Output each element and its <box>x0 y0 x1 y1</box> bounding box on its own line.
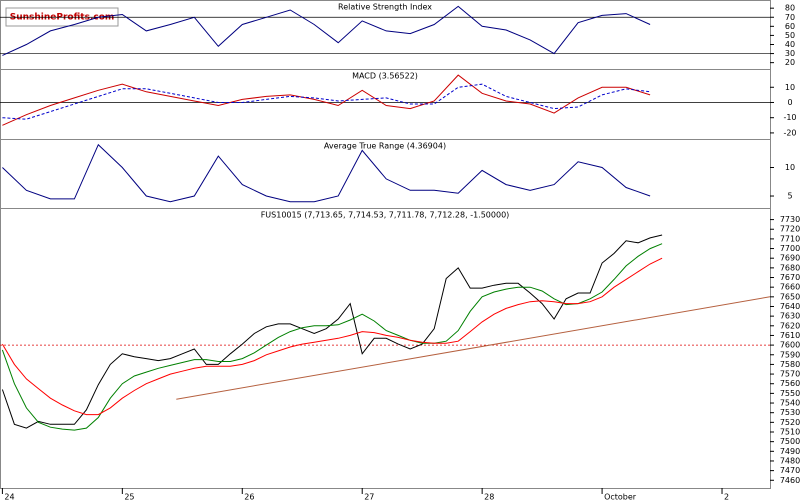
y-tick-label: 50 <box>785 31 795 40</box>
x-tick-label: 25 <box>124 493 134 502</box>
series-line <box>1 257 663 416</box>
y-tick-label: 7510 <box>780 428 800 437</box>
series-line <box>1 243 663 431</box>
x-tick-label: 24 <box>4 493 14 502</box>
y-tick-label: 0 <box>787 98 792 107</box>
series-line <box>1 234 663 429</box>
series-line <box>2 5 651 56</box>
y-tick-label: 7570 <box>780 370 800 379</box>
y-tick-label: 70 <box>785 13 795 22</box>
y-tick-label: 7650 <box>780 292 800 301</box>
y-tick-label: 7670 <box>780 273 800 282</box>
y-tick-label: 7520 <box>780 418 800 427</box>
y-tick-label: 5 <box>787 192 792 201</box>
x-tick-label: 26 <box>244 493 254 502</box>
y-tick-label: -10 <box>783 113 796 122</box>
y-tick-label: 7490 <box>780 447 800 456</box>
y-tick-label: 40 <box>785 40 795 49</box>
y-tick-label: 7500 <box>780 437 800 446</box>
trendline <box>176 296 771 400</box>
panel-frame <box>0 208 771 489</box>
y-tick-label: 7730 <box>780 215 800 224</box>
y-tick-label: 7530 <box>780 408 800 417</box>
y-tick-label: 7470 <box>780 466 800 475</box>
x-tick-label: 2 <box>724 493 729 502</box>
y-tick-label: 60 <box>785 22 795 31</box>
y-tick-label: 7660 <box>780 283 800 292</box>
y-tick-label: 7710 <box>780 234 800 243</box>
y-tick-label: 7690 <box>780 254 800 263</box>
y-tick-label: 7630 <box>780 312 800 321</box>
y-tick-label: 7480 <box>780 456 800 465</box>
y-tick-label: 7640 <box>780 302 800 311</box>
y-tick-label: 80 <box>785 4 795 13</box>
x-tick-label: October <box>604 493 637 502</box>
y-tick-label: 7540 <box>780 399 800 408</box>
y-tick-label: 7610 <box>780 331 800 340</box>
y-tick-label: 7560 <box>780 379 800 388</box>
series-line <box>2 143 651 203</box>
y-tick-label: 7680 <box>780 263 800 272</box>
x-tick-label: 27 <box>364 493 374 502</box>
series-line <box>2 74 651 126</box>
y-tick-label: 7580 <box>780 360 800 369</box>
x-tick-label: 28 <box>484 493 494 502</box>
series-line <box>2 83 651 120</box>
y-tick-label: 7550 <box>780 389 800 398</box>
y-tick-label: 7460 <box>780 476 800 485</box>
y-tick-label: 20 <box>785 58 795 67</box>
y-tick-label: 7590 <box>780 350 800 359</box>
panel-title: Average True Range (4.36904) <box>324 142 446 151</box>
y-tick-label: 10 <box>785 83 795 92</box>
y-tick-label: 7720 <box>780 225 800 234</box>
panel-title: Relative Strength Index <box>338 3 432 12</box>
y-tick-label: 7620 <box>780 321 800 330</box>
panel-title: MACD (3.56522) <box>352 72 418 81</box>
y-tick-label: 7600 <box>780 341 800 350</box>
panel-title: FUS10015 (7,713.65, 7,714.53, 7,711.78, … <box>261 211 510 220</box>
y-tick-label: 10 <box>785 163 795 172</box>
y-tick-label: -20 <box>783 128 796 137</box>
y-tick-label: 7700 <box>780 244 800 253</box>
y-tick-label: 30 <box>785 49 795 58</box>
